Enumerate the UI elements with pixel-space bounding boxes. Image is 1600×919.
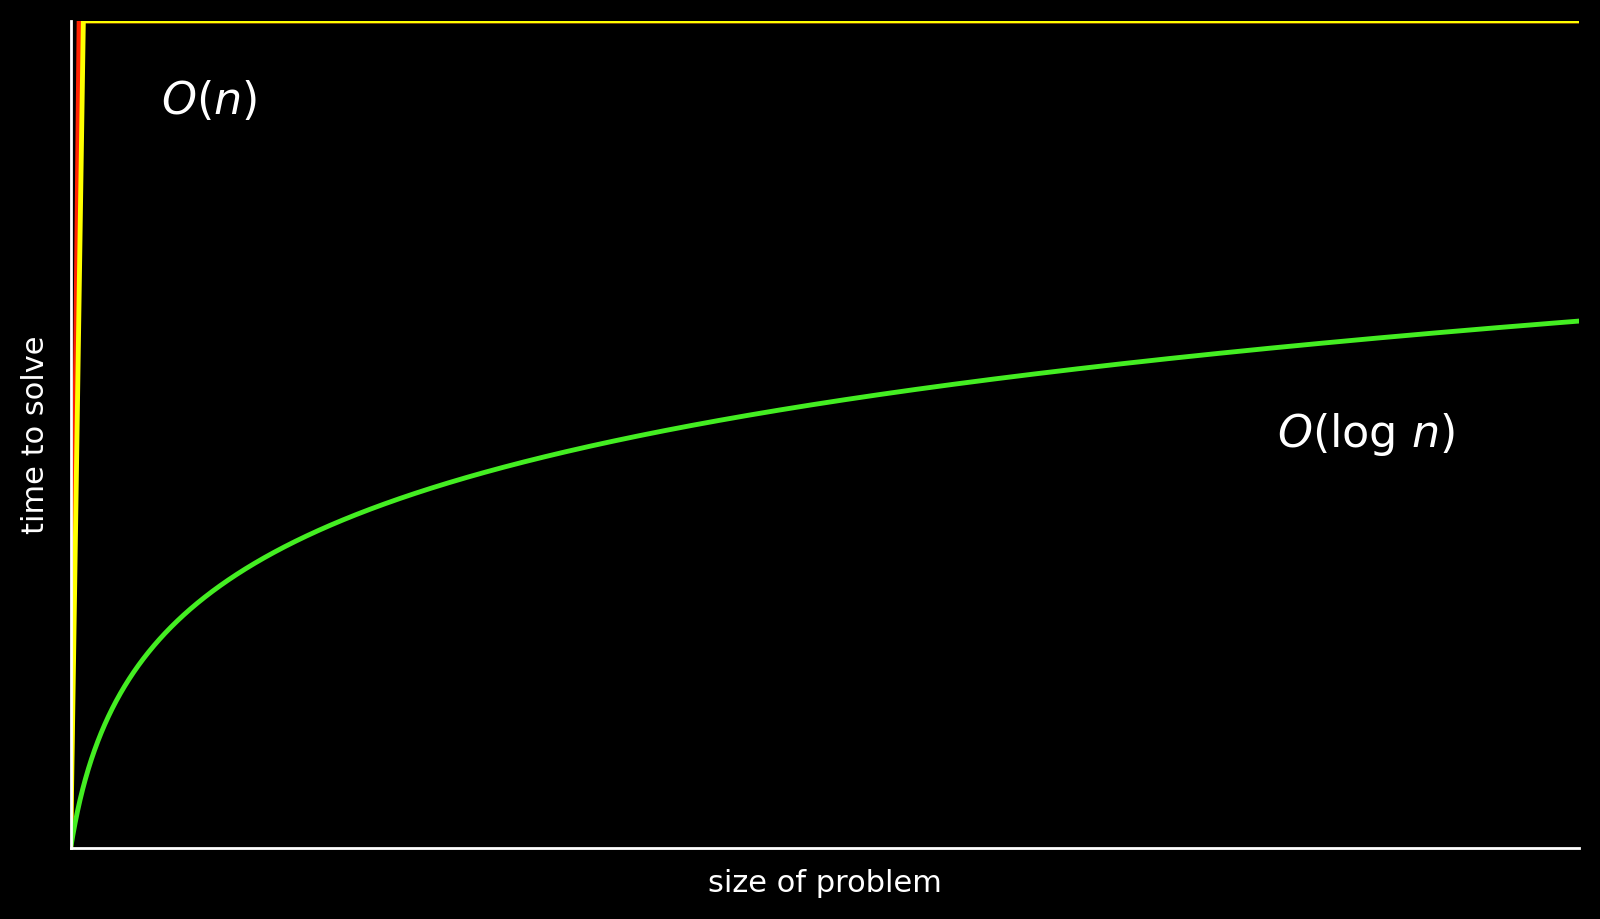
Y-axis label: time to solve: time to solve	[21, 335, 50, 534]
Text: $\mathit{O}(\mathit{n})$: $\mathit{O}(\mathit{n})$	[162, 79, 258, 123]
X-axis label: size of problem: size of problem	[707, 869, 942, 898]
Text: $\mathit{O}(\log\,\mathit{n})$: $\mathit{O}(\log\,\mathit{n})$	[1277, 411, 1456, 458]
